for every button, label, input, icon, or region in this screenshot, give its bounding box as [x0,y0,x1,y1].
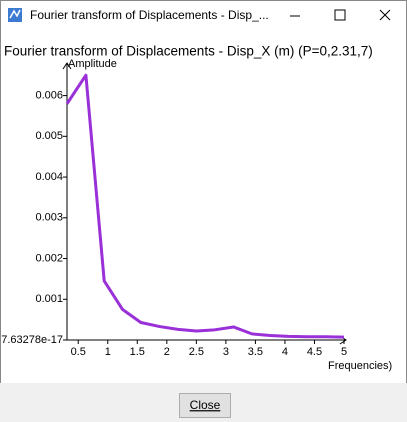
y-tick-label: 0.002 [35,252,63,264]
x-tick-label: 3 [223,346,229,358]
chart-title: Fourier transform of Displacements - Dis… [4,44,373,59]
x-tick-label: 2.5 [189,346,204,358]
x-tick-label: 4 [282,346,288,358]
y-tick-label: 0.001 [35,293,63,305]
maximize-button[interactable] [334,9,346,21]
x-tick-label: 1 [105,346,111,358]
y-tick-label: 7.63278e-17 [1,334,63,346]
x-tick-label: 4.5 [307,346,322,358]
x-tick-label: 1.5 [130,346,145,358]
x-tick-label: 2 [164,346,170,358]
y-tick-label: 0.003 [35,212,63,224]
close-window-button[interactable] [379,9,391,21]
close-button[interactable]: Close [179,393,231,418]
x-tick-label: 0.5 [71,346,86,358]
x-axis-label: Frequencies) [328,360,392,372]
app-icon [8,8,22,22]
y-tick-label: 0.004 [35,171,63,183]
y-tick-label: 0.005 [35,130,63,142]
y-axis-arrow [62,62,72,70]
window-title: Fourier transform of Displacements - Dis… [30,8,269,22]
x-tick-label: 3.5 [248,346,263,358]
close-label: Close [190,398,221,412]
x-tick-label: 5 [341,346,347,358]
data-line [65,73,345,339]
y-axis-label: Amplitude [68,58,117,70]
plot: Amplitude Frequencies) 7.63278e-17 0.001 0.0… [1,58,392,372]
y-tick-label: 0.006 [35,89,63,101]
